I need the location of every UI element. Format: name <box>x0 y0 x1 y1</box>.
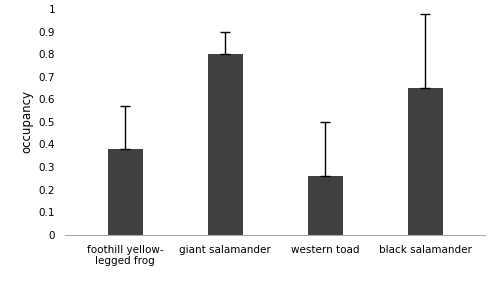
Bar <box>308 176 342 235</box>
Bar <box>408 88 442 235</box>
Bar <box>108 149 142 235</box>
Y-axis label: occupancy: occupancy <box>20 90 33 154</box>
Bar <box>208 54 242 235</box>
